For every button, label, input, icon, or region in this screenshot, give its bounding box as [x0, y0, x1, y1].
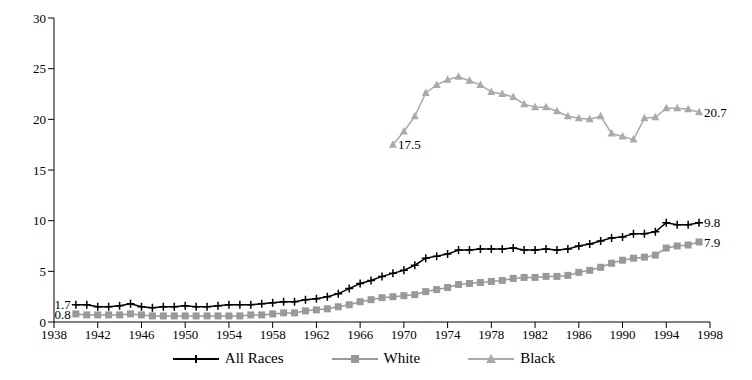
svg-text:1962: 1962 [303, 327, 329, 342]
svg-text:1998: 1998 [697, 327, 723, 342]
svg-text:15: 15 [33, 163, 46, 178]
svg-text:0: 0 [40, 315, 47, 330]
html-text:All Races: All Races [224, 350, 284, 366]
svg-text:0.8: 0.8 [55, 307, 71, 322]
svg-text:1938: 1938 [41, 327, 67, 343]
svg-text:20.7: 20.7 [704, 105, 727, 120]
html-text:Black: Black [520, 350, 556, 366]
svg-text:1994: 1994 [653, 327, 680, 342]
svg-text:1.7: 1.7 [54, 297, 71, 313]
svg-text:1958: 1958 [260, 327, 286, 342]
svg-text:1990: 1990 [610, 327, 636, 342]
svg-text:1974: 1974 [435, 327, 462, 342]
svg-text:20: 20 [33, 112, 46, 127]
svg-text:1942: 1942 [85, 327, 111, 342]
svg-text:10: 10 [33, 213, 46, 228]
svg-text:25: 25 [33, 61, 46, 76]
svg-text:1970: 1970 [391, 327, 417, 342]
svg-text:7.9: 7.9 [704, 235, 720, 250]
svg-text:1982: 1982 [522, 327, 548, 342]
svg-text:17.5: 17.5 [398, 137, 421, 152]
svg-text:30: 30 [33, 11, 46, 26]
svg-text:9.8: 9.8 [704, 215, 720, 230]
svg-text:5: 5 [40, 264, 47, 279]
svg-text:1954: 1954 [216, 327, 243, 342]
svg-text:1986: 1986 [566, 327, 593, 342]
svg-text:1966: 1966 [347, 327, 374, 342]
svg-text:1978: 1978 [478, 327, 504, 342]
html-text:White: White [383, 350, 421, 366]
svg-text:1950: 1950 [172, 327, 198, 342]
svg-text:1946: 1946 [128, 327, 155, 342]
